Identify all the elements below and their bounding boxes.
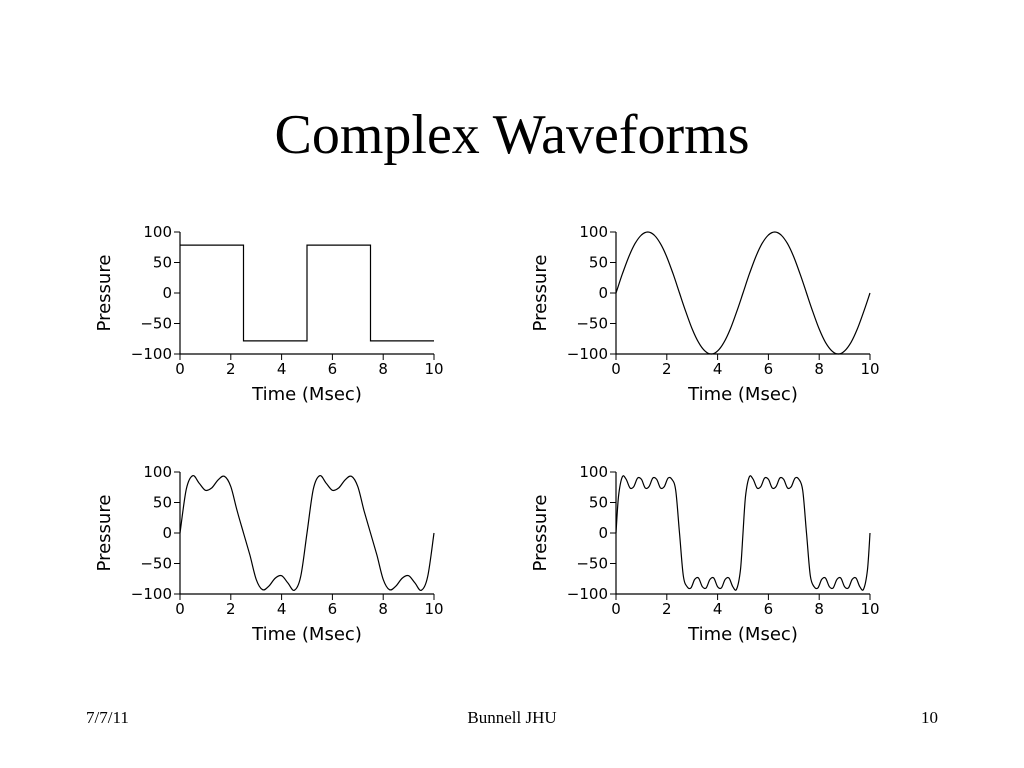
x-tick-label: 6 (328, 600, 338, 618)
x-tick-label: 8 (814, 360, 824, 378)
series-line (615, 231, 871, 355)
y-tick-label: 0 (162, 284, 172, 302)
y-tick-label: 50 (153, 494, 172, 512)
y-axis-label: Pressure (530, 495, 551, 572)
chart-svg: 0 2 4 6 8 10 100 50 0 −50 −100 Time (Msec) Pressure (530, 463, 880, 645)
slide-title: Complex Waveforms (274, 104, 750, 166)
series-line (179, 475, 435, 591)
chart-sine-wave: 0 2 4 6 8 10 100 50 0 −50 −100 Time (Msec) Pressure (528, 218, 908, 418)
y-tick-label: 0 (598, 284, 608, 302)
x-tick-label: 10 (424, 360, 443, 378)
y-tick-label: 100 (579, 223, 608, 241)
chart-svg: 0 2 4 6 8 10 100 50 0 −50 −100 Time (Msec) Pressure (94, 223, 444, 405)
series-line (615, 475, 871, 591)
y-tick-label: 50 (589, 494, 608, 512)
footer-page-number: 10 (921, 708, 938, 727)
y-tick-label: −100 (567, 585, 608, 603)
x-tick-label: 8 (814, 600, 824, 618)
y-tick-label: −100 (567, 345, 608, 363)
y-tick-label: 50 (153, 254, 172, 272)
x-tick-label: 4 (713, 600, 723, 618)
x-axis-label: Time (Msec) (687, 624, 798, 645)
y-axis-label: Pressure (94, 495, 115, 572)
y-tick-label: −50 (576, 315, 608, 333)
x-tick-label: 8 (378, 360, 388, 378)
x-tick-label: 2 (662, 360, 672, 378)
y-tick-label: 100 (143, 223, 172, 241)
y-tick-label: 0 (162, 524, 172, 542)
y-axis-label: Pressure (530, 255, 551, 332)
y-tick-label: 100 (579, 463, 608, 481)
x-tick-label: 0 (175, 600, 185, 618)
x-tick-label: 2 (226, 360, 236, 378)
x-tick-label: 10 (860, 360, 879, 378)
y-tick-label: −100 (131, 585, 172, 603)
x-tick-label: 6 (764, 600, 774, 618)
x-axis-label: Time (Msec) (251, 384, 362, 405)
series-line (180, 244, 434, 342)
y-tick-label: −50 (140, 315, 172, 333)
chart-svg: 0 2 4 6 8 10 100 50 0 −50 −100 Time (Msec) Pressure (94, 463, 444, 645)
footer-author: Bunnell JHU (467, 708, 557, 727)
x-tick-label: 10 (424, 600, 443, 618)
chart-two-harmonic-wave: 0 2 4 6 8 10 100 50 0 −50 −100 Time (Msec) Pressure (92, 458, 472, 658)
y-tick-label: −100 (131, 345, 172, 363)
x-tick-label: 2 (662, 600, 672, 618)
x-tick-label: 10 (860, 600, 879, 618)
chart-svg: 0 2 4 6 8 10 100 50 0 −50 −100 Time (Msec) Pressure (530, 223, 880, 405)
x-tick-label: 6 (328, 360, 338, 378)
x-tick-label: 4 (713, 360, 723, 378)
x-tick-label: 6 (764, 360, 774, 378)
footer-date: 7/7/11 (86, 708, 129, 727)
x-tick-label: 0 (611, 600, 621, 618)
y-tick-label: 0 (598, 524, 608, 542)
x-tick-label: 0 (611, 360, 621, 378)
x-axis-label: Time (Msec) (687, 384, 798, 405)
y-tick-label: −50 (576, 555, 608, 573)
y-tick-label: 100 (143, 463, 172, 481)
x-tick-label: 8 (378, 600, 388, 618)
chart-multi-harmonic-wave: 0 2 4 6 8 10 100 50 0 −50 −100 Time (Msec) Pressure (528, 458, 908, 658)
x-axis-label: Time (Msec) (251, 624, 362, 645)
y-tick-label: −50 (140, 555, 172, 573)
x-tick-label: 2 (226, 600, 236, 618)
y-axis-label: Pressure (94, 255, 115, 332)
chart-square-wave: 0 2 4 6 8 10 100 50 0 −50 −100 Time (Msec) Pressure (92, 218, 472, 418)
x-tick-label: 4 (277, 360, 287, 378)
x-tick-label: 0 (175, 360, 185, 378)
x-tick-label: 4 (277, 600, 287, 618)
y-tick-label: 50 (589, 254, 608, 272)
